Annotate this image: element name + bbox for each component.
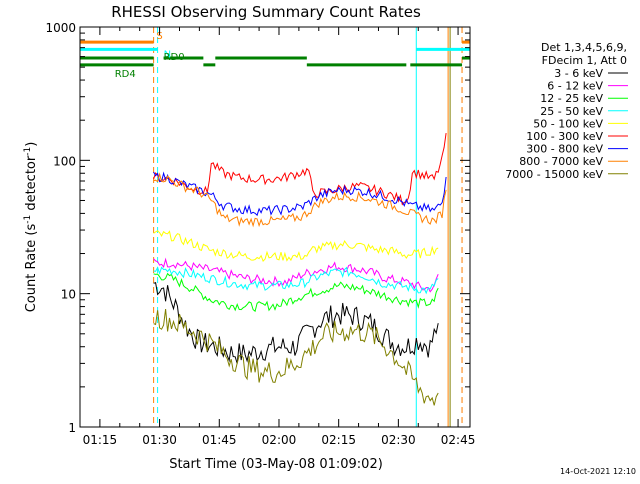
footer-date: 14-Oct-2021 12:10	[560, 467, 636, 476]
y-axis-label-part: )	[24, 142, 39, 147]
series-line	[153, 272, 439, 313]
state-bar-label: N	[164, 49, 171, 60]
series-line	[153, 172, 447, 228]
series-line	[153, 171, 447, 217]
y-tick-label: 1	[68, 421, 76, 435]
x-tick-label: 02:45	[441, 433, 476, 447]
plot-frame	[79, 26, 471, 428]
legend: Det 1,3,4,5,6,9, FDecim 1, Att 0 3 - 6 k…	[505, 41, 628, 181]
axes: 01:15 01:30 01:45 02:00 02:15 02:30 02:45 1 10 10…	[45, 21, 475, 447]
y-tick-label: 1000	[45, 21, 76, 35]
y-axis-label: Count Rate (s-1 detector-1)	[23, 142, 39, 313]
legend-entry-label: 6 - 12 keV	[547, 80, 603, 93]
legend-header-line: Det 1,3,4,5,6,9,	[541, 41, 627, 54]
series-line	[153, 266, 439, 295]
y-axis-label-superscript: -1	[23, 147, 33, 156]
state-bar-label: RD4	[115, 69, 136, 80]
series-line	[153, 309, 439, 406]
x-tick-label: 01:45	[202, 433, 237, 447]
x-axis-label: Start Time (03-May-08 01:09:02)	[169, 457, 383, 472]
series-line	[153, 133, 447, 206]
legend-header-line: FDecim 1, Att 0	[542, 54, 627, 67]
legend-entry-label: 800 - 7000 keV	[519, 155, 603, 168]
state-bar-label: RD0	[164, 52, 185, 63]
x-tick-label: 01:15	[83, 433, 118, 447]
legend-entry-label: 7000 - 15000 keV	[505, 168, 603, 181]
y-axis-label-superscript: -1	[23, 215, 33, 224]
state-bar-label: S	[156, 31, 162, 42]
x-tick-label: 02:15	[321, 433, 356, 447]
legend-entry-label: 25 - 50 keV	[540, 105, 603, 118]
chart-title: RHESSI Observing Summary Count Rates	[111, 3, 421, 21]
x-tick-label: 01:30	[142, 433, 177, 447]
y-axis-label-part: detector	[24, 155, 39, 215]
legend-entry-label: 12 - 25 keV	[540, 92, 603, 105]
legend-entry-label: 100 - 300 keV	[526, 130, 603, 143]
y-axis-label-part: Count Rate (s	[24, 224, 39, 313]
series-line	[153, 230, 439, 263]
x-tick-label: 02:00	[262, 433, 297, 447]
y-tick-label: 10	[61, 288, 76, 302]
legend-entry-label: 50 - 100 keV	[533, 117, 603, 130]
y-tick-label: 100	[53, 154, 76, 168]
legend-entry-label: 3 - 6 keV	[554, 67, 603, 80]
legend-entry-label: 300 - 800 keV	[526, 143, 603, 156]
series-line	[153, 282, 439, 364]
series-line	[153, 257, 439, 293]
x-tick-label: 02:30	[381, 433, 416, 447]
